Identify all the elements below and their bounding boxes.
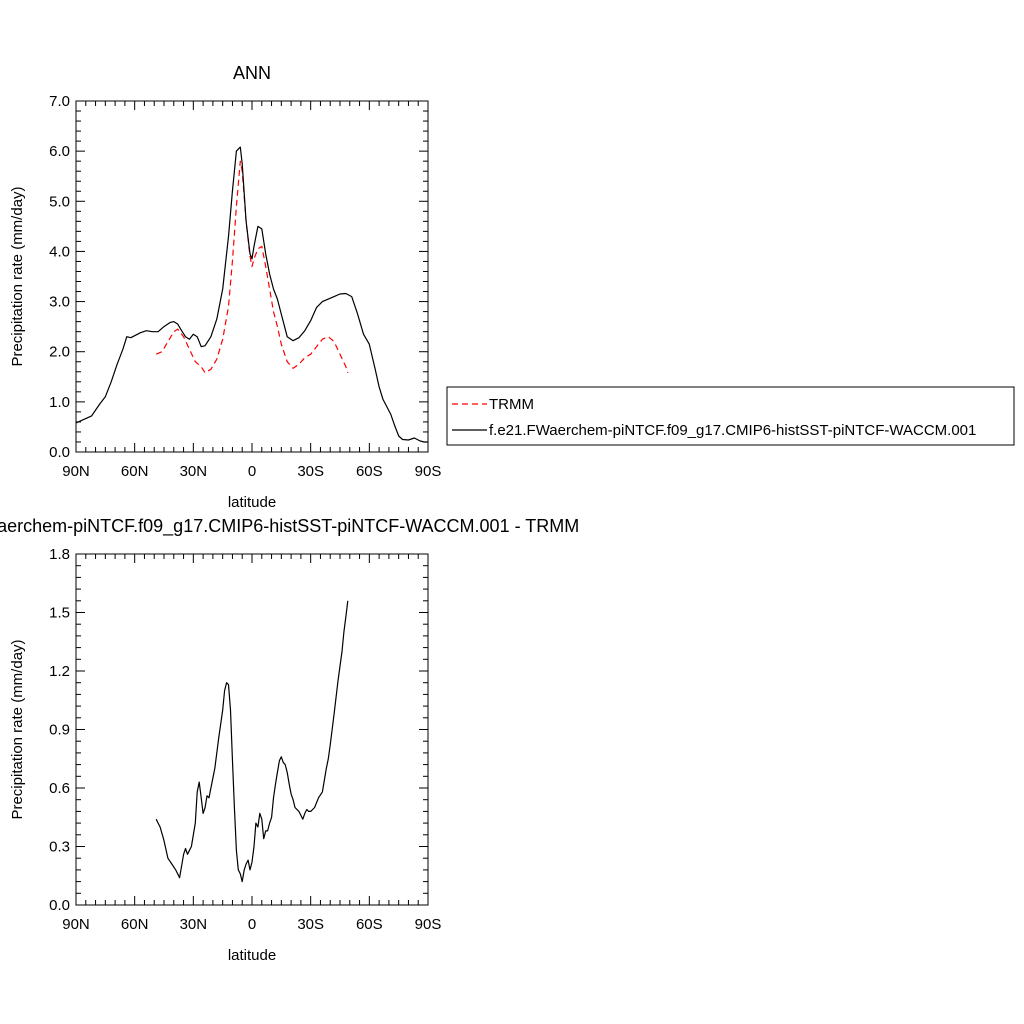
x-tick-label: 90N [62,916,90,933]
x-axis-title: latitude [228,947,276,964]
y-tick-label: 3.0 [49,294,70,311]
x-tick-label: 60S [356,916,383,933]
x-tick-label: 0 [248,916,256,933]
y-tick-label: 4.0 [49,243,70,260]
chart-title: ANN [233,63,271,83]
x-tick-label: 0 [248,463,256,480]
x-tick-label: 60N [121,463,149,480]
x-tick-label: 30N [180,916,208,933]
y-tick-label: 0.0 [49,897,70,914]
x-tick-label: 60S [356,463,383,480]
y-axis-title: Precipitation rate (mm/day) [9,186,26,366]
legend-label: TRMM [489,396,534,413]
plot-frame [75,553,429,906]
y-tick-label: 7.0 [49,93,70,110]
x-tick-label: 60N [121,916,149,933]
legend: TRMM f.e21.FWaerchem-piNTCF.f09_g17.CMIP6… [446,386,1015,446]
y-tick-label: 0.3 [49,839,70,856]
series-line-0-1 [75,146,428,443]
chart-title: f.e21.FWaerchem-piNTCF.f09_g17.CMIP6-his… [0,516,579,537]
x-tick-label: 30N [180,463,208,480]
y-tick-label: 1.0 [49,394,70,411]
x-tick-label: 30S [297,463,324,480]
plot-frame [75,100,429,453]
series-line-0-0 [155,160,349,374]
legend-label: f.e21.FWaerchem-piNTCF.f09_g17.CMIP6-his… [489,422,976,439]
y-tick-label: 0.6 [49,780,70,797]
y-tick-label: 1.5 [49,605,70,622]
y-axis-title: Precipitation rate (mm/day) [9,639,26,819]
x-tick-label: 90S [415,463,442,480]
x-axis-title: latitude [228,494,276,511]
y-tick-label: 0.0 [49,444,70,461]
y-tick-label: 6.0 [49,143,70,160]
chart-annual-precipitation: ANN latitude Precipitation rate (mm/day) 90… [9,63,1015,511]
series-line-1-0 [155,600,349,883]
x-tick-label: 90N [62,463,90,480]
y-tick-label: 1.8 [49,546,70,563]
y-tick-label: 0.9 [49,722,70,739]
y-tick-label: 5.0 [49,193,70,210]
x-tick-label: 90S [415,916,442,933]
legend-box [446,386,1015,446]
y-tick-label: 1.2 [49,663,70,680]
chart-precipitation-difference: f.e21.FWaerchem-piNTCF.f09_g17.CMIP6-his… [0,516,579,964]
x-tick-label: 30S [297,916,324,933]
y-tick-label: 2.0 [49,344,70,361]
